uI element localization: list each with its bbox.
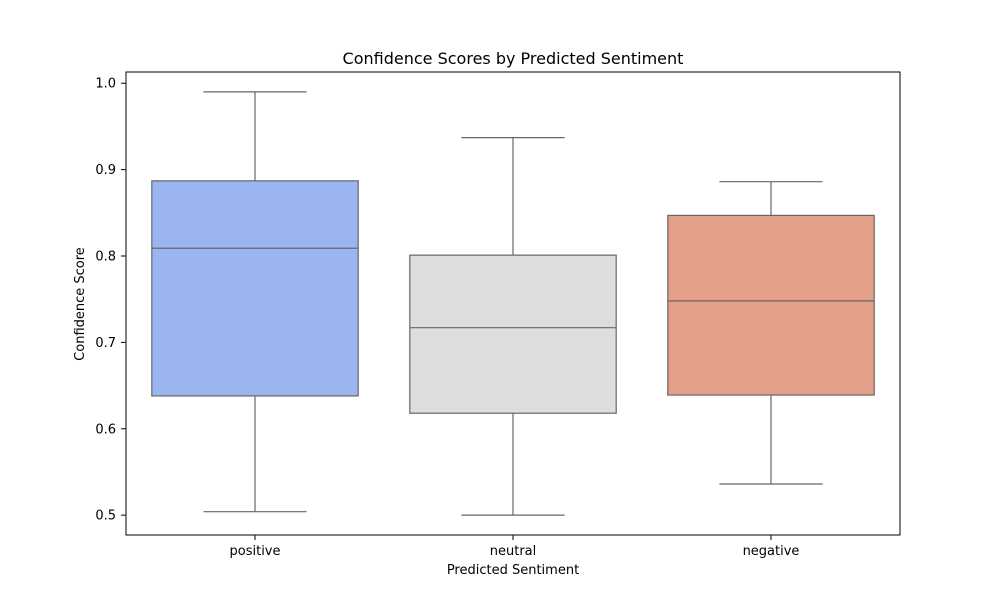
y-tick-label: 0.5 xyxy=(95,509,116,524)
x-axis-label: Predicted Sentiment xyxy=(447,563,579,578)
chart-title: Confidence Scores by Predicted Sentiment xyxy=(343,49,684,68)
box-group-positive xyxy=(151,91,359,513)
x-tick-label: positive xyxy=(230,544,281,559)
x-tick-label: neutral xyxy=(490,544,537,559)
iqr-box xyxy=(667,214,875,396)
box-group-neutral xyxy=(409,137,617,516)
y-tick-label: 1.0 xyxy=(95,77,116,92)
y-tick-label: 0.6 xyxy=(95,422,116,437)
iqr-box xyxy=(409,254,617,414)
y-axis-label: Confidence Score xyxy=(73,247,88,361)
box-group-negative xyxy=(667,181,875,485)
x-tick-label: negative xyxy=(743,544,800,559)
y-tick-label: 0.9 xyxy=(95,163,116,178)
plot-area: 0.5 0.6 0.7 0.8 0.9 1.0 positive neutral negativ… xyxy=(95,71,901,559)
iqr-box xyxy=(151,180,359,397)
y-tick-label: 0.7 xyxy=(95,336,116,351)
y-tick-label: 0.8 xyxy=(95,249,116,264)
